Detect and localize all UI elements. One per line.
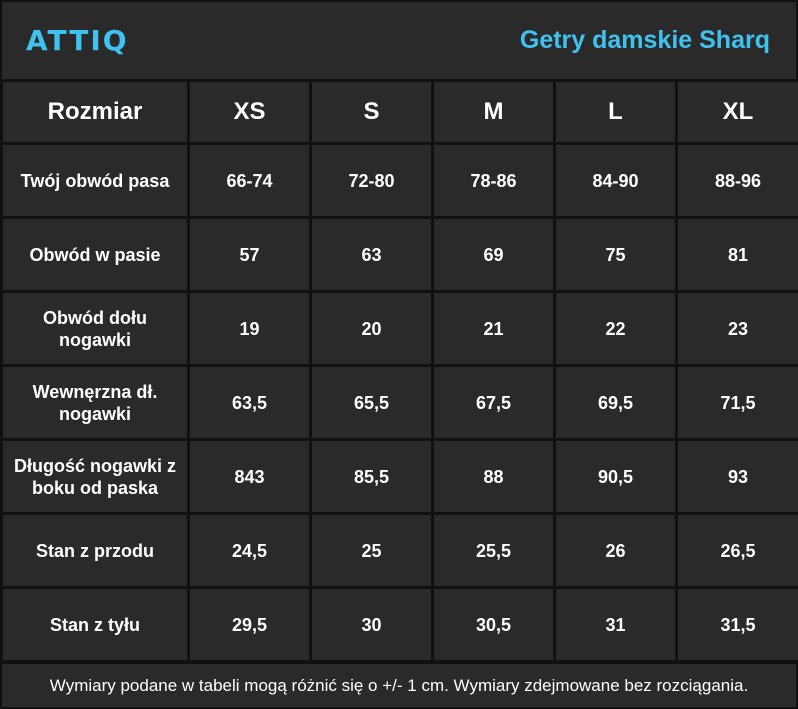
product-title: Getry damskie Sharq	[519, 26, 770, 54]
table-cell: 31	[553, 586, 678, 663]
table-cell: 21	[431, 290, 556, 367]
row-label: Obwód dołu nogawki	[0, 290, 190, 367]
table-cell: 24,5	[187, 512, 312, 589]
row-label: Obwód w pasie	[0, 216, 190, 293]
table-cell: 19	[187, 290, 312, 367]
table-row: Długość nogawki z boku od paska 843 85,5 88…	[0, 438, 798, 515]
table-cell: 93	[675, 438, 798, 515]
column-header-s: S	[309, 79, 434, 145]
table-row: Twój obwód pasa 66-74 72-80 78-86 84-90 88-96	[0, 142, 798, 219]
column-header-m: M	[431, 79, 556, 145]
table-cell: 78-86	[431, 142, 556, 219]
table-cell: 67,5	[431, 364, 556, 441]
row-label: Wewnęrzna dł. nogawki	[0, 364, 190, 441]
table-cell: 71,5	[675, 364, 798, 441]
table-header-row: Rozmiar XS S M L XL	[0, 79, 798, 145]
column-header-xl: XL	[675, 79, 798, 145]
table-cell: 22	[553, 290, 678, 367]
table-cell: 65,5	[309, 364, 434, 441]
table-cell: 88-96	[675, 142, 798, 219]
column-header-size: Rozmiar	[0, 79, 190, 145]
column-header-l: L	[553, 79, 678, 145]
brand-logo: ATTIQ	[26, 24, 129, 57]
row-label: Stan z tyłu	[0, 586, 190, 663]
table-cell: 85,5	[309, 438, 434, 515]
table-cell: 66-74	[187, 142, 312, 219]
table-cell: 69	[431, 216, 556, 293]
table-cell: 88	[431, 438, 556, 515]
table-cell: 84-90	[553, 142, 678, 219]
row-label: Twój obwód pasa	[0, 142, 190, 219]
table-cell: 26,5	[675, 512, 798, 589]
table-cell: 30	[309, 586, 434, 663]
row-label: Długość nogawki z boku od paska	[0, 438, 190, 515]
table-row: Obwód dołu nogawki 19 20 21 22 23	[0, 290, 798, 367]
table-cell: 23	[675, 290, 798, 367]
table-cell: 20	[309, 290, 434, 367]
table-cell: 63,5	[187, 364, 312, 441]
table-cell: 75	[553, 216, 678, 293]
table-cell: 63	[309, 216, 434, 293]
table-cell: 30,5	[431, 586, 556, 663]
table-row: Stan z tyłu 29,5 30 30,5 31 31,5	[0, 586, 798, 663]
header: ATTIQ Getry damskie Sharq	[0, 0, 798, 79]
table-cell: 843	[187, 438, 312, 515]
table-cell: 29,5	[187, 586, 312, 663]
table-cell: 26	[553, 512, 678, 589]
column-header-xs: XS	[187, 79, 312, 145]
table-cell: 57	[187, 216, 312, 293]
table-cell: 72-80	[309, 142, 434, 219]
table-cell: 31,5	[675, 586, 798, 663]
footer-note: Wymiary podane w tabeli mogą różnić się …	[0, 662, 798, 709]
table-cell: 90,5	[553, 438, 678, 515]
size-table: Rozmiar XS S M L XL Twój obwód pasa 66-74…	[0, 79, 798, 663]
table-row: Wewnęrzna dł. nogawki 63,5 65,5 67,5 69,5 71,…	[0, 364, 798, 441]
table-row: Obwód w pasie 57 63 69 75 81	[0, 216, 798, 293]
table-cell: 81	[675, 216, 798, 293]
table-cell: 25	[309, 512, 434, 589]
table-row: Stan z przodu 24,5 25 25,5 26 26,5	[0, 512, 798, 589]
table-cell: 69,5	[553, 364, 678, 441]
row-label: Stan z przodu	[0, 512, 190, 589]
table-cell: 25,5	[431, 512, 556, 589]
